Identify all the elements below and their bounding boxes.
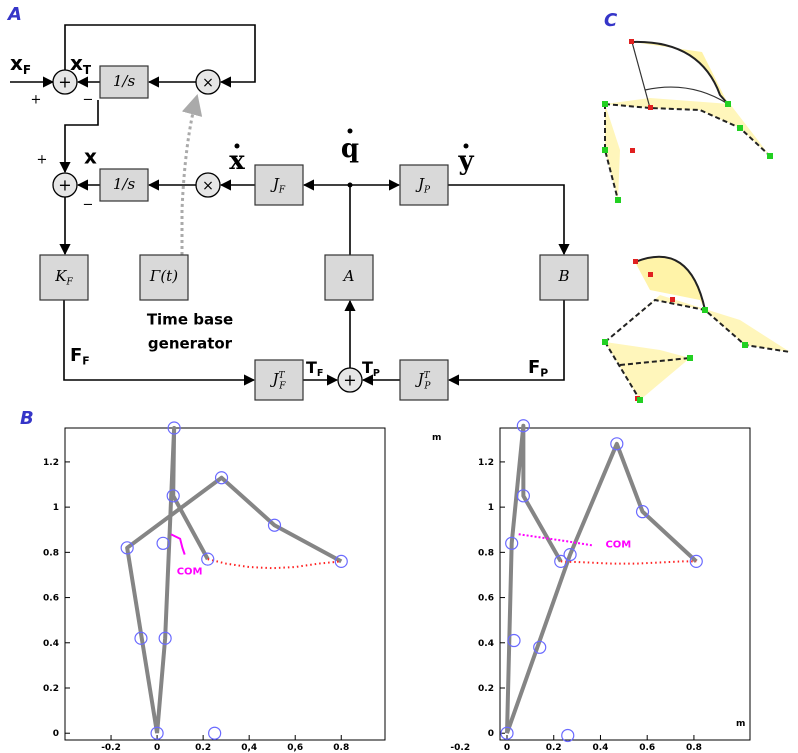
plot-frame [65,428,385,740]
y-tick-label: 0.2 [43,684,59,694]
x-tick-label: 0 [154,743,160,753]
y-tick-label: 0.6 [478,594,494,604]
y-tick-label: 1.2 [478,458,494,468]
block-label: B [557,267,569,285]
x-tick-label: 0 [504,743,510,753]
render-3d [602,39,790,403]
signal-label: x [84,145,97,169]
x-tick-label: -0.2 [450,743,470,753]
figure: A B C 1/s1/sJFJPKFΓ(t)ABJTFJTP+++××+−+−x… [0,0,798,753]
sign: − [83,198,94,213]
y-tick-label: 0 [53,729,59,739]
x-tick-label: 0.2 [546,743,562,753]
x-tick-label: 0.6 [639,743,655,753]
sign: + [37,153,48,168]
sign: − [83,93,94,108]
x-tick-label: 0.2 [195,743,211,753]
y-tick-label: 0.4 [43,639,59,649]
time-base-signal [182,96,197,255]
y-tick-label: 1.2 [43,458,59,468]
block-label: JTF [269,370,286,391]
signal-label: TF [306,358,323,379]
wire [65,25,255,82]
block-label: 1/s [113,175,136,193]
signal-label-base: x [70,51,83,75]
x-tick-label: -0.2 [101,743,121,753]
panel-label: C [604,10,618,31]
signal-label: y [457,146,474,176]
block-label: 1/s [113,72,136,90]
x-tick-label: 0.8 [333,743,349,753]
signal-label: x [229,146,245,176]
com-label: COM [177,567,203,578]
com-label: COM [605,540,631,551]
block-label: A [342,267,355,285]
signal-label-sub: P [373,368,380,379]
junction [348,183,353,188]
y-tick-label: 0.4 [478,639,494,649]
signal-label-base: T [306,358,317,377]
block-label-sub: F [278,185,286,195]
operator: × [202,75,214,91]
x-tick-label: 0.4 [592,743,608,753]
signal-label-sub: P [540,366,548,379]
block-label-sub: F [278,381,286,391]
operator: + [343,371,356,390]
y-tick-label: 0.2 [478,684,494,694]
plots: -0.2 0 0.2 0,4 0,6 0.8 0 0.2 0.4 0.6 0.8 1 1.2 COM -0.… [43,420,750,753]
y-tick-label: 1 [488,503,494,513]
caption: generator [148,335,233,353]
operator: + [58,176,71,195]
signal-label: q [341,134,359,164]
derivative-dot [348,129,353,134]
operator: + [58,73,71,92]
signal-label: FF [70,345,90,367]
x-tick-label: 0,4 [241,743,257,753]
block-label-sub: F [65,277,73,287]
signal-label-sub: F [23,63,31,77]
block-label-sub: P [423,381,431,391]
block-label-sup: T [424,370,431,380]
signal-label: xF [10,51,31,77]
y-tick-label: 0.8 [478,548,494,558]
plot-frame [500,428,750,740]
x-tick-label: 0.8 [686,743,702,753]
caption: Time base [147,311,233,329]
signal-label-base: x [10,51,23,75]
block-label-sub: P [423,185,431,195]
block-label-sup: T [279,370,286,380]
x-unit: m [736,719,745,729]
signal-label-base: T [362,358,373,377]
surface [605,342,690,400]
wire [448,185,564,254]
sign: + [31,93,42,108]
signal-label: xT [70,51,92,77]
block-diagram: 1/s1/sJFJPKFΓ(t)ABJTFJTP+++××+−+−xFxTxxq… [10,25,588,400]
y-unit: m [432,433,441,443]
block-label: Γ(t) [149,267,178,285]
signal-label-base: F [70,345,82,366]
edge [632,42,728,108]
y-tick-label: 1 [53,503,59,513]
block-label: JTP [415,370,432,391]
operator: × [202,178,214,194]
signal-label: FP [528,357,548,379]
signal-label-sub: T [83,63,92,77]
x-tick-label: 0,6 [287,743,303,753]
panel-label: A [6,4,22,25]
surface [605,295,790,352]
signal-label-sub: F [82,354,89,367]
y-tick-label: 0.8 [43,548,59,558]
signal-label-base: F [528,357,540,378]
signal-label-sub: F [317,368,324,379]
y-tick-label: 0.6 [43,594,59,604]
block-label-base: K [54,267,67,285]
panel-label: B [20,408,34,429]
y-tick-label: 0 [488,729,494,739]
signal-label: TP [362,358,380,379]
